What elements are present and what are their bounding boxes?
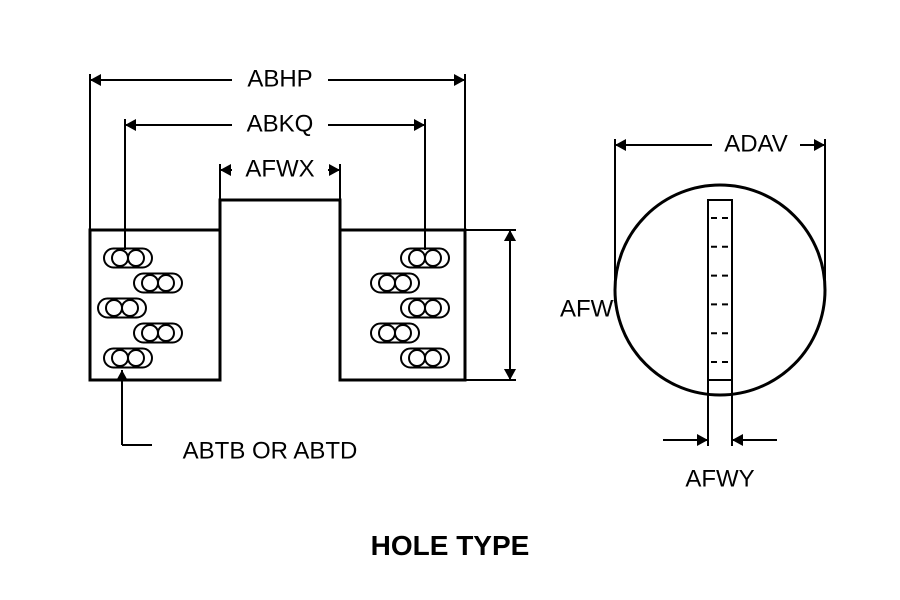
svg-text:AFWY: AFWY	[685, 465, 754, 492]
svg-text:ADAV: ADAV	[724, 130, 788, 157]
svg-text:AFWX: AFWX	[245, 155, 314, 182]
svg-text:ABKQ: ABKQ	[247, 110, 314, 137]
svg-text:ABTB OR ABTD: ABTB OR ABTD	[183, 437, 358, 464]
svg-text:ABHP: ABHP	[247, 65, 312, 92]
diagram-title: HOLE TYPE	[0, 530, 900, 562]
diagram-canvas: ABHPABKQAFWXAFWWABTB OR ABTDADAVAFWY	[0, 0, 900, 600]
